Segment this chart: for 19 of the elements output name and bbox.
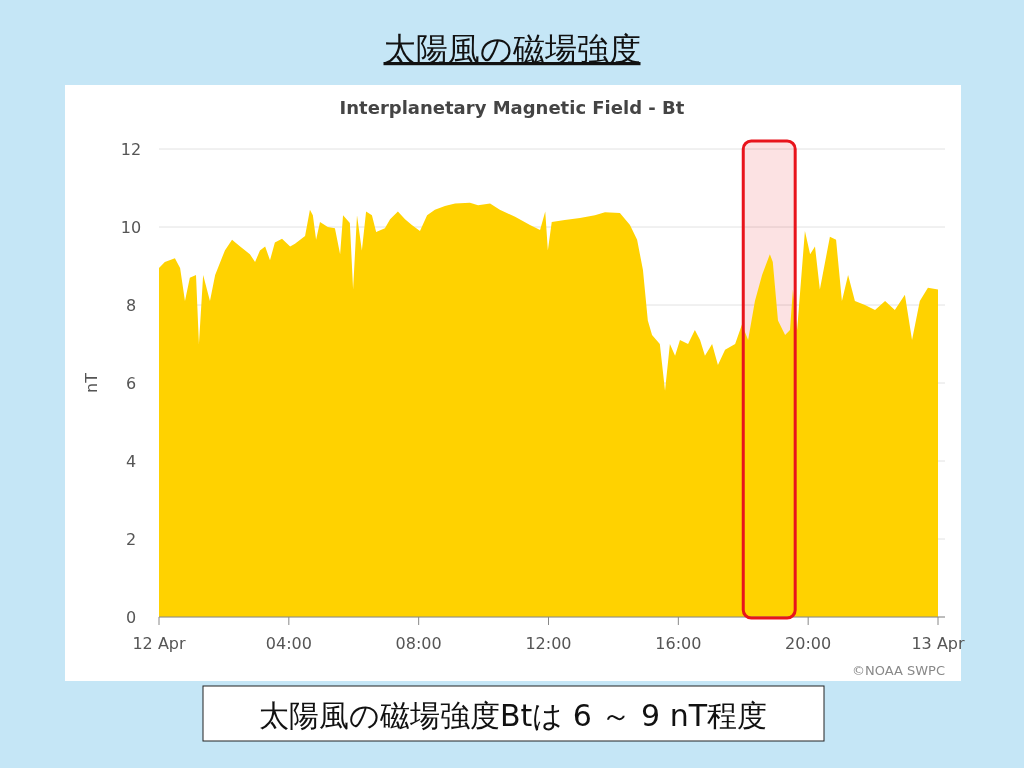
y-tick-label: 2 xyxy=(125,530,137,549)
x-tick-label: 04:00 xyxy=(265,634,312,653)
x-tick-label: 16:00 xyxy=(655,634,702,653)
x-tick-label: 13 Apr xyxy=(911,634,965,653)
text: 太陽風の磁場強度Btは 6 ～ 9 nT程度 xyxy=(258,698,768,733)
x-tick-label: 12:00 xyxy=(525,634,572,653)
x-tick-label: 08:00 xyxy=(395,634,442,653)
y-tick-label: 0 xyxy=(125,608,137,627)
y-tick-label: 12 xyxy=(120,140,142,159)
text: ©NOAA SWPC xyxy=(851,663,945,678)
y-tick-label: 4 xyxy=(125,452,137,471)
x-tick-label: 20:00 xyxy=(785,634,832,653)
y-tick-label: 6 xyxy=(125,374,137,393)
x-tick-label: 12 Apr xyxy=(132,634,186,653)
y-tick-label: 10 xyxy=(120,218,142,237)
chart-title: 太陽風の磁場強度 xyxy=(383,30,641,68)
chart-subtitle: Interplanetary Magnetic Field - Bt xyxy=(339,97,685,118)
y-tick-label: 8 xyxy=(125,296,137,315)
y-axis-title: nT xyxy=(82,372,101,393)
